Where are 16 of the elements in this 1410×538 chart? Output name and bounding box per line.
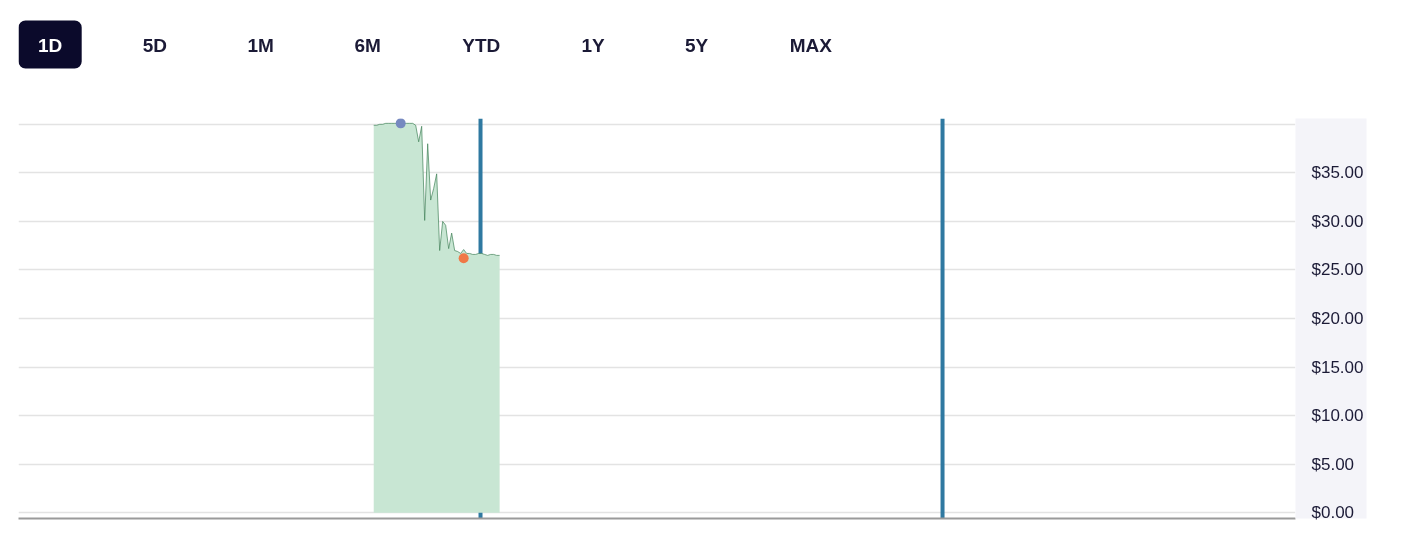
text: YTD	[462, 35, 501, 56]
text: 6M	[354, 35, 381, 56]
text: 1Y	[581, 35, 606, 56]
y-tick-label: $5.00	[1311, 454, 1355, 474]
y-tick-label: $20.00	[1311, 309, 1364, 328]
y-tick-label: $25.00	[1311, 260, 1364, 280]
text: MAX	[789, 35, 833, 56]
y-tick-label: $15.00	[1311, 357, 1364, 377]
y-tick-label: $10.00	[1311, 406, 1364, 426]
text: 1M	[247, 35, 274, 56]
text: 5D	[142, 35, 167, 56]
y-tick-label: $35.00	[1311, 163, 1364, 183]
y-tick-label: $30.00	[1311, 211, 1364, 231]
text: 1D	[37, 35, 63, 56]
text: 5Y	[684, 35, 709, 56]
y-tick-label: $0.00	[1311, 503, 1355, 523]
